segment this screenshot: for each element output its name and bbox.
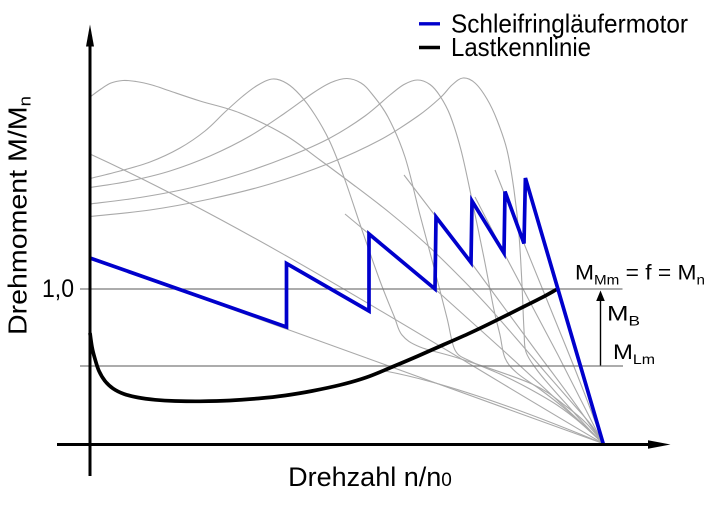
- svg-text:Schleifringläufermotor: Schleifringläufermotor: [451, 9, 688, 39]
- svg-text:Lastkennlinie: Lastkennlinie: [451, 32, 591, 62]
- svg-text:Drehzahl n/n0: Drehzahl n/n0: [288, 462, 452, 492]
- svg-text:1,0: 1,0: [42, 275, 74, 303]
- svg-text:Drehmoment M/Mn: Drehmoment M/Mn: [3, 96, 35, 335]
- svg-text:MLm: M Lm: [613, 341, 655, 367]
